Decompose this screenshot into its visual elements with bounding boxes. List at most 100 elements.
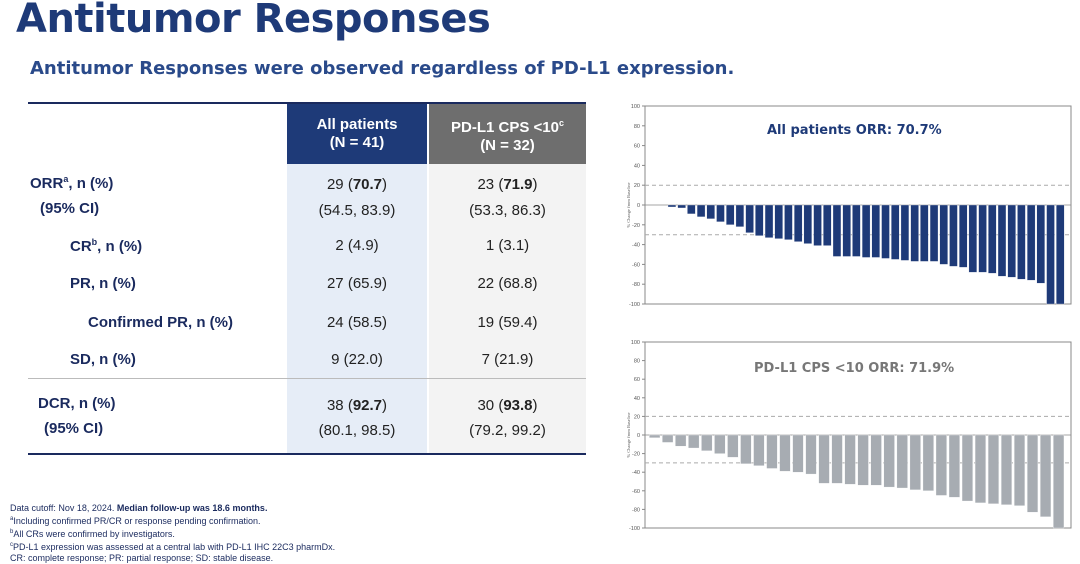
waterfall-bar — [1000, 434, 1012, 505]
footnote-a: aIncluding confirmed PR/CR or response p… — [10, 516, 261, 526]
y-tick-label: -80 — [632, 507, 640, 513]
waterfall-bar — [881, 204, 890, 259]
waterfall-bar — [805, 434, 817, 475]
header-all-patients-line2: (N = 41) — [329, 134, 385, 151]
orr-cps-value: 23 (71.9) — [477, 176, 538, 193]
waterfall-bar — [909, 434, 921, 491]
y-tick-label: 60 — [634, 377, 640, 383]
footnote-b: bAll CRs were confirmed by investigators… — [10, 529, 175, 539]
waterfall-bar — [779, 434, 791, 472]
waterfall-bar — [706, 204, 715, 220]
waterfall-bar — [831, 434, 843, 484]
waterfall-bar — [922, 434, 934, 491]
waterfall-chart-cps: 100 80 60 40 20 0 -20 -40 -60 -80 -100 % Change fro… — [622, 338, 1074, 540]
y-tick-label: 20 — [634, 414, 640, 420]
waterfall-bar — [891, 204, 900, 260]
waterfall-bar — [726, 204, 735, 225]
row-label-dcr: DCR, n (%) — [38, 395, 116, 412]
footnote-abbreviations: CR: complete response; PR: partial respo… — [10, 553, 274, 563]
waterfall-bar — [649, 434, 661, 438]
waterfall-bar — [1017, 204, 1026, 280]
waterfall-bar — [745, 204, 754, 233]
y-tick-label: -20 — [632, 452, 640, 458]
waterfall-bar — [1040, 434, 1052, 517]
row-label-sd: SD, n (%) — [70, 351, 136, 368]
y-tick-label: 0 — [637, 433, 640, 439]
waterfall-bar — [959, 204, 968, 268]
footnote-c: cPD-L1 expression was assessed at a cent… — [10, 542, 336, 552]
sd-all-value: 9 (22.0) — [331, 351, 383, 368]
sd-cps-value: 7 (21.9) — [481, 351, 534, 368]
row-label-dcr-ci: (95% CI) — [44, 420, 104, 437]
waterfall-bar — [883, 434, 895, 488]
waterfall-bar — [714, 434, 726, 454]
waterfall-bar — [677, 204, 686, 209]
waterfall-bar — [701, 434, 713, 451]
y-tick-label: -100 — [629, 526, 640, 532]
header-cps-line1: PD-L1 CPS <10c — [451, 117, 564, 136]
waterfall-bar — [978, 204, 987, 273]
confirmed-pr-all-value: 24 (58.5) — [326, 314, 388, 331]
row-label-orr-ci: (95% CI) — [40, 200, 100, 217]
orr-cps-ci: (53.3, 86.3) — [469, 202, 546, 219]
waterfall-bar — [896, 434, 908, 489]
y-tick-label: 0 — [637, 203, 640, 209]
waterfall-bar — [774, 204, 783, 239]
waterfall-bar — [857, 434, 869, 486]
waterfall-bar — [755, 204, 764, 236]
waterfall-bar — [823, 204, 832, 246]
waterfall-bar — [974, 434, 986, 504]
chart-title-all-patients: All patients ORR: 70.7% — [767, 123, 942, 138]
waterfall-bar — [929, 204, 939, 262]
waterfall-bar — [813, 204, 822, 246]
waterfall-bar — [1053, 434, 1065, 529]
waterfall-bar — [871, 204, 880, 258]
waterfall-bar — [766, 434, 778, 469]
row-label-cr: CRb, n (%) — [70, 237, 143, 255]
footnotes: Data cutoff: Nov 18, 2024. Median follow… — [10, 503, 335, 564]
waterfall-bar — [832, 204, 842, 257]
waterfall-bar — [968, 204, 978, 273]
y-tick-label: -40 — [632, 243, 640, 249]
y-tick-label: 40 — [634, 163, 640, 169]
waterfall-bar — [939, 204, 948, 265]
waterfall-svg-cps: 100 80 60 40 20 0 -20 -40 -60 -80 -100 % Change fro… — [626, 340, 1072, 532]
waterfall-bar — [949, 204, 958, 267]
waterfall-chart-all-patients: 100 80 60 40 20 0 -20 -40 -60 -80 -100 % Change fro… — [622, 100, 1074, 318]
waterfall-bar — [696, 204, 706, 218]
waterfall-bar — [675, 434, 687, 447]
waterfall-bar — [861, 204, 871, 258]
waterfall-bar — [1036, 204, 1045, 284]
dcr-all-value: 38 (92.7) — [326, 397, 388, 414]
waterfall-bar — [716, 204, 725, 222]
chart-title-cps: PD-L1 CPS <10 ORR: 71.9% — [754, 361, 955, 376]
y-tick-label: -60 — [632, 489, 640, 495]
waterfall-bar — [1014, 434, 1026, 506]
waterfall-bar — [792, 434, 804, 473]
waterfall-bar — [784, 204, 793, 240]
y-tick-label: -20 — [632, 223, 640, 229]
header-all-patients-line1: All patients — [316, 116, 398, 133]
waterfall-bar — [764, 204, 774, 238]
confirmed-pr-cps-value: 19 (59.4) — [477, 314, 538, 331]
table-top-rule — [28, 102, 586, 104]
waterfall-bar — [667, 204, 677, 208]
header-cps: PD-L1 CPS <10c (N = 32) — [429, 104, 586, 164]
waterfall-bar — [727, 434, 739, 458]
waterfall-bar — [842, 204, 851, 257]
cr-cps-value: 1 (3.1) — [485, 237, 530, 254]
waterfall-bar — [687, 204, 696, 215]
header-cps-line2: (N = 32) — [480, 136, 535, 154]
y-tick-label: 100 — [631, 340, 640, 346]
waterfall-svg-all-patients: 100 80 60 40 20 0 -20 -40 -60 -80 -100 % Change fro… — [626, 104, 1072, 308]
waterfall-bar — [852, 204, 861, 257]
waterfall-bar — [935, 434, 947, 496]
waterfall-bar — [753, 434, 765, 466]
y-axis-label: % Change from Baseline — [626, 412, 631, 457]
waterfall-bar — [1046, 204, 1055, 305]
waterfall-bar — [900, 204, 910, 261]
waterfall-bar — [1056, 204, 1065, 305]
slide-title: Antitumor Responses — [16, 0, 491, 42]
waterfall-bar — [997, 204, 1007, 277]
table-mid-rule — [28, 378, 586, 379]
